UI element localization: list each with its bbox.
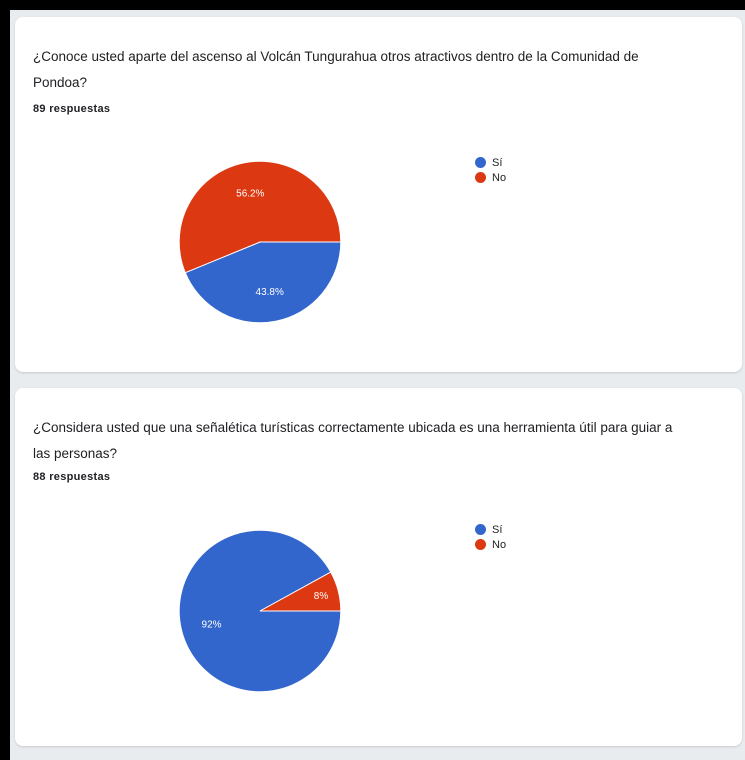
form-responses-page: ¿Conoce usted aparte del ascenso al Volc… xyxy=(10,10,745,760)
legend-label: Sí xyxy=(492,156,503,169)
response-count: 88 respuestas xyxy=(33,471,111,483)
question-title: ¿Conoce usted aparte del ascenso al Volc… xyxy=(33,49,639,90)
legend-label: No xyxy=(492,171,507,184)
legend-item-no[interactable]: No xyxy=(475,170,506,185)
pie-chart-1: 43.8% 56.2% xyxy=(178,160,342,324)
chart-legend: Sí No xyxy=(475,155,506,185)
question-card-1: ¿Conoce usted aparte del ascenso al Volc… xyxy=(15,17,742,372)
response-count: 89 respuestas xyxy=(33,103,111,115)
legend-swatch-no xyxy=(475,539,486,550)
legend-swatch-si xyxy=(475,157,486,168)
pie-slice-no[interactable] xyxy=(259,571,342,612)
slice-label: 92% xyxy=(202,619,222,630)
slice-label: 56.2% xyxy=(236,189,264,200)
pie-slice-s[interactable] xyxy=(184,241,342,324)
legend-item-si[interactable]: Sí xyxy=(475,522,506,537)
question-title: ¿Considera usted que una señalética turí… xyxy=(33,420,673,461)
slice-label: 43.8% xyxy=(256,287,284,298)
slice-label: 8% xyxy=(314,591,329,602)
legend-swatch-si xyxy=(475,524,486,535)
legend-swatch-no xyxy=(475,172,486,183)
legend-item-si[interactable]: Sí xyxy=(475,155,506,170)
question-card-2: ¿Considera usted que una señalética turí… xyxy=(15,388,742,746)
legend-label: Sí xyxy=(492,523,503,536)
legend-item-no[interactable]: No xyxy=(475,537,506,552)
chart-legend: Sí No xyxy=(475,522,506,552)
pie-chart-2: 92% 8% xyxy=(178,529,342,693)
legend-label: No xyxy=(492,538,507,551)
pie-slice-no[interactable] xyxy=(178,160,342,274)
